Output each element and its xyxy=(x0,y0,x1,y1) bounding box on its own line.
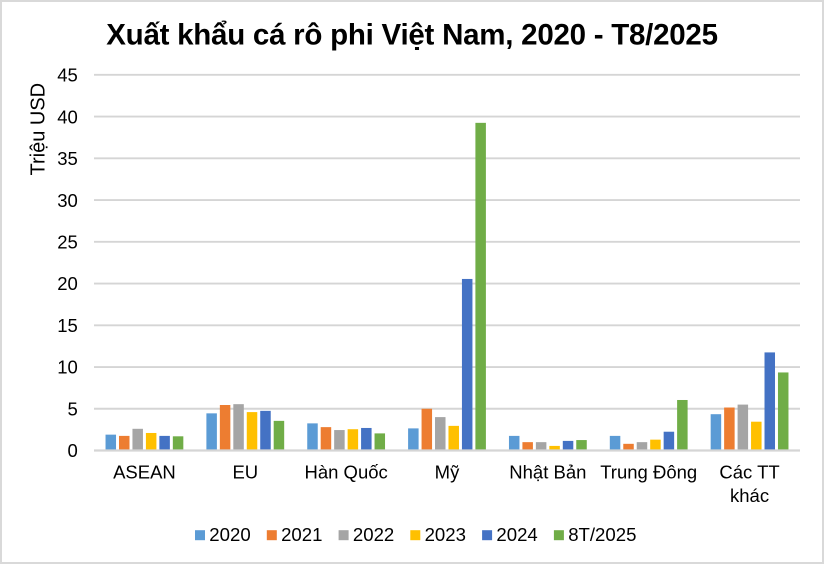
svg-text:2022: 2022 xyxy=(353,524,394,545)
svg-text:20: 20 xyxy=(57,273,78,294)
svg-text:khác: khác xyxy=(730,485,769,506)
svg-text:10: 10 xyxy=(57,357,78,378)
svg-text:Nhật Bản: Nhật Bản xyxy=(509,461,586,482)
svg-text:30: 30 xyxy=(57,190,78,211)
svg-text:25: 25 xyxy=(57,232,78,253)
svg-text:Các TT: Các TT xyxy=(719,461,779,482)
svg-text:8T/2025: 8T/2025 xyxy=(568,524,636,545)
svg-text:5: 5 xyxy=(68,398,78,419)
svg-text:40: 40 xyxy=(57,106,78,127)
svg-text:2023: 2023 xyxy=(425,524,466,545)
svg-text:2021: 2021 xyxy=(281,524,322,545)
svg-text:45: 45 xyxy=(57,65,78,86)
svg-text:Triệu USD: Triệu USD xyxy=(28,83,50,176)
svg-text:ASEAN: ASEAN xyxy=(113,461,176,482)
svg-text:0: 0 xyxy=(68,440,78,461)
svg-text:Hàn Quốc: Hàn Quốc xyxy=(304,461,387,482)
svg-text:15: 15 xyxy=(57,315,78,336)
svg-text:35: 35 xyxy=(57,148,78,169)
svg-text:2024: 2024 xyxy=(496,524,537,545)
svg-text:Trung Đông: Trung Đông xyxy=(600,461,697,482)
svg-text:Mỹ: Mỹ xyxy=(435,461,460,482)
svg-text:EU: EU xyxy=(232,461,258,482)
svg-text:2020: 2020 xyxy=(209,524,250,545)
svg-text:Xuất khẩu cá rô phi Việt Nam,: Xuất khẩu cá rô phi Việt Nam, 2020 - T8/… xyxy=(106,18,718,51)
